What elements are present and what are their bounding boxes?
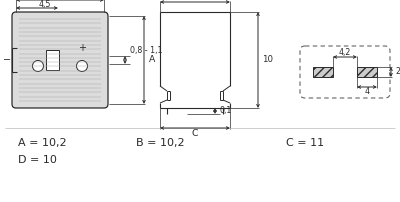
Text: −: − <box>3 55 11 65</box>
Text: +: + <box>78 43 86 53</box>
Text: 10: 10 <box>262 56 273 64</box>
Text: 0,8 - 1,1: 0,8 - 1,1 <box>130 45 162 55</box>
Text: D = 10: D = 10 <box>18 155 57 165</box>
FancyBboxPatch shape <box>12 12 108 108</box>
Text: 4,2: 4,2 <box>339 48 351 58</box>
Bar <box>357 67 377 77</box>
Text: A: A <box>149 56 155 64</box>
Text: 4,5: 4,5 <box>39 0 51 8</box>
Text: B = 10,2: B = 10,2 <box>136 138 184 148</box>
Text: 2: 2 <box>395 67 400 77</box>
Text: C = 11: C = 11 <box>286 138 324 148</box>
Circle shape <box>76 61 88 72</box>
Circle shape <box>32 61 44 72</box>
Text: 0,1: 0,1 <box>220 106 232 116</box>
Text: A = 10,2: A = 10,2 <box>18 138 67 148</box>
Text: D: D <box>192 0 198 2</box>
Bar <box>46 50 58 70</box>
Text: 4: 4 <box>364 86 370 96</box>
Bar <box>313 67 333 77</box>
Text: C: C <box>192 128 198 138</box>
